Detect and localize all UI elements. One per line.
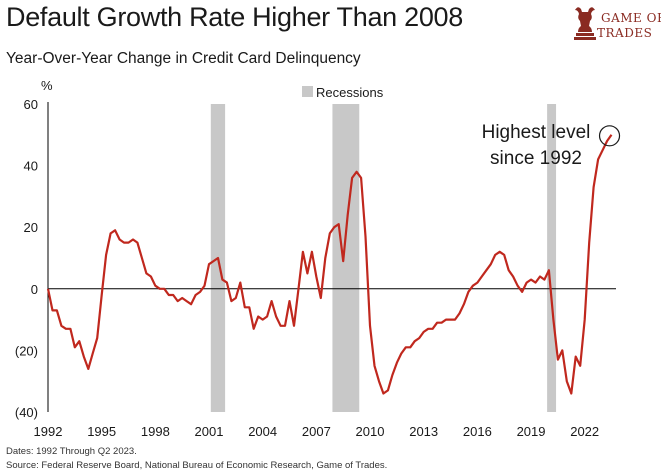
y-axis-ticks: 60 40 20 0 (20) (40) bbox=[15, 97, 38, 420]
legend-swatch-recessions bbox=[302, 86, 313, 97]
x-tick-label: 2013 bbox=[409, 424, 438, 439]
y-tick-label: 40 bbox=[24, 159, 38, 174]
x-tick-label: 1995 bbox=[87, 424, 116, 439]
footer-dates: Dates: 1992 Through Q2 2023. bbox=[6, 446, 137, 457]
bull-chess-icon bbox=[574, 7, 596, 40]
y-tick-label: (40) bbox=[15, 405, 38, 420]
chart-subtitle: Year-Over-Year Change in Credit Card Del… bbox=[6, 50, 361, 67]
x-tick-label: 1992 bbox=[34, 424, 63, 439]
x-tick-label: 2004 bbox=[248, 424, 277, 439]
recession-band-3 bbox=[547, 104, 557, 412]
brand-logo: GAME OF TRADES bbox=[572, 4, 661, 44]
x-tick-label: 2016 bbox=[463, 424, 492, 439]
footer-source: Source: Federal Reserve Board, National … bbox=[6, 460, 388, 471]
legend-label-recessions: Recessions bbox=[316, 85, 384, 100]
recession-band-2 bbox=[332, 104, 360, 412]
annotation-circle bbox=[598, 125, 621, 147]
annotation-text-line2: since 1992 bbox=[490, 148, 582, 169]
x-tick-label: 2022 bbox=[570, 424, 599, 439]
x-tick-label: 2019 bbox=[517, 424, 546, 439]
y-axis-label: % bbox=[41, 78, 53, 93]
legend: Recessions bbox=[302, 85, 384, 100]
annotation-text-line1: Highest level bbox=[482, 122, 591, 143]
series-line-delinquency bbox=[46, 134, 613, 395]
y-tick-label: (20) bbox=[15, 343, 38, 358]
y-tick-label: 20 bbox=[24, 220, 38, 235]
y-tick-label: 60 bbox=[24, 97, 38, 112]
x-tick-label: 2010 bbox=[356, 424, 385, 439]
chart-title: Default Growth Rate Higher Than 2008 bbox=[6, 2, 463, 32]
logo-text-line2: TRADES bbox=[597, 26, 653, 40]
x-axis-ticks: 1992 1995 1998 2001 2004 2007 2010 2013 2016 2019… bbox=[34, 424, 600, 439]
logo-text-line1: GAME OF bbox=[601, 11, 661, 25]
x-tick-label: 1998 bbox=[141, 424, 170, 439]
x-tick-label: 2007 bbox=[302, 424, 331, 439]
y-tick-label: 0 bbox=[31, 282, 38, 297]
x-tick-label: 2001 bbox=[195, 424, 224, 439]
